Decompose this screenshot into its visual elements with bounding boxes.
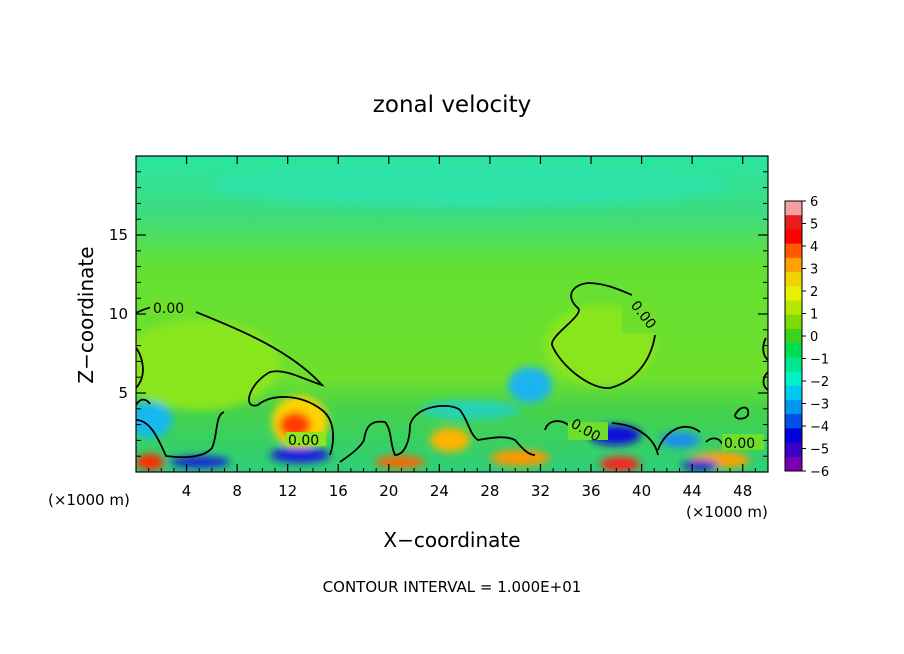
field-blob	[600, 457, 640, 471]
x-tick-label: 32	[531, 482, 550, 500]
contour-label-bg	[286, 432, 326, 446]
field-blob	[136, 454, 164, 470]
x-tick-label: 40	[632, 482, 651, 500]
x-tick-label: 24	[430, 482, 449, 500]
y-tick-label: 5	[118, 384, 128, 402]
contour-label-bg	[722, 434, 764, 450]
zero-contour	[339, 404, 536, 463]
x-unit-right: (×1000 m)	[686, 503, 768, 521]
x-tick-label: 4	[182, 482, 192, 500]
colorbar-tick-label: 1	[810, 308, 818, 323]
zero-contour	[657, 426, 701, 451]
colorbar-swatch	[785, 215, 802, 230]
field-blob	[136, 402, 172, 438]
colorbar-tick-label: 4	[810, 240, 818, 255]
colorbar-tick-label: −5	[810, 443, 829, 458]
field-blob	[136, 320, 280, 410]
colorbar-swatch	[785, 300, 802, 316]
colorbar-tick-label: 5	[810, 218, 818, 233]
field-blob	[375, 456, 425, 468]
y-tick-label: 15	[109, 226, 128, 244]
colorbar-tick-label: −4	[810, 420, 829, 435]
zero-contour	[136, 411, 225, 459]
colorbar-swatch	[785, 201, 802, 216]
y-axis-label: Z−coordinate	[74, 246, 98, 383]
zero-contour	[762, 337, 768, 361]
zero-contour	[136, 347, 144, 389]
colorbar-swatch	[785, 456, 802, 472]
colorbar-swatch	[785, 428, 802, 444]
colorbar-swatch	[785, 343, 802, 358]
zero-contour	[611, 422, 659, 456]
x-tick-label: 16	[329, 482, 348, 500]
contour-label: 0.00	[153, 301, 184, 317]
field-blob	[490, 450, 550, 466]
field-blob	[210, 163, 730, 207]
contour-label-bg	[150, 299, 192, 315]
contour-label: 0.00	[288, 433, 319, 449]
field-blobs	[136, 163, 750, 471]
zero-contour	[136, 398, 151, 406]
contour-labels: 0.00 0.00 0.00 0.00 0.00	[150, 298, 764, 452]
field-blob	[170, 456, 230, 468]
x-tick-label: 20	[379, 482, 398, 500]
y-tick-label: 10	[109, 305, 128, 323]
x-axis-label: X−coordinate	[383, 528, 520, 552]
colorbar-swatch	[785, 257, 802, 273]
field-blob	[270, 447, 330, 463]
colorbar-swatch	[785, 243, 802, 259]
field-blob	[508, 367, 552, 403]
colorbar-swatch	[785, 314, 802, 330]
x-tick-label: 12	[278, 482, 297, 500]
colorbar-tick-label: 3	[810, 263, 818, 278]
colorbar: 6 5 4 3 2 1 0 −1 −2 −3 −4 −5 −6	[784, 195, 829, 480]
y-axis: 5 10 15	[109, 171, 768, 457]
field-blob	[682, 460, 718, 470]
colorbar-tick-label: 2	[810, 285, 818, 300]
contour-label-bg	[622, 303, 658, 333]
zero-contour	[705, 437, 723, 445]
field-blob	[660, 432, 700, 448]
field-blob	[420, 400, 520, 420]
zero-contour	[551, 282, 656, 389]
x-tick-label: 8	[232, 482, 242, 500]
colorbar-swatch	[785, 286, 802, 301]
colorbar-swatch	[785, 371, 802, 387]
field-blob	[279, 412, 311, 438]
colorbar-swatch	[785, 414, 802, 429]
field-blob	[430, 428, 470, 452]
x-axis: 4 8 12 16 20 24 28 32 36 40 44 48	[148, 156, 756, 500]
x-tick-label: 44	[683, 482, 702, 500]
zero-contour	[734, 406, 750, 420]
x-tick-label: 36	[581, 482, 600, 500]
colorbar-swatch	[785, 399, 802, 415]
x-tick-label: 28	[480, 482, 499, 500]
colorbar-tick-label: −3	[810, 398, 829, 413]
colorbar-tick-label: −6	[810, 465, 829, 480]
x-tick-label: 48	[733, 482, 752, 500]
chart-title: zonal velocity	[373, 92, 531, 118]
plot-area: 0.00 0.00 0.00 0.00 0.00	[136, 156, 768, 472]
colorbar-swatch	[785, 357, 802, 373]
zero-contour	[762, 371, 768, 391]
colorbar-swatch	[785, 442, 802, 458]
colorbar-tick-label: 0	[810, 330, 818, 345]
colorbar-swatch	[785, 328, 802, 344]
zero-contour	[544, 420, 571, 431]
colorbar-swatch	[785, 229, 802, 245]
contour-interval-note: CONTOUR INTERVAL = 1.000E+01	[323, 578, 582, 596]
contour-label: 0.00	[724, 436, 755, 452]
colorbar-tick-label: −2	[810, 375, 829, 390]
colorbar-tick-label: 6	[810, 195, 818, 210]
colorbar-swatch	[785, 385, 802, 401]
x-unit-left: (×1000 m)	[48, 491, 130, 509]
field-background	[136, 156, 768, 472]
zero-contours	[136, 282, 768, 463]
zero-contour	[195, 311, 334, 456]
colorbar-tick-label: −1	[810, 353, 829, 368]
colorbar-swatch	[785, 272, 802, 287]
contour-label-bg	[568, 422, 608, 440]
